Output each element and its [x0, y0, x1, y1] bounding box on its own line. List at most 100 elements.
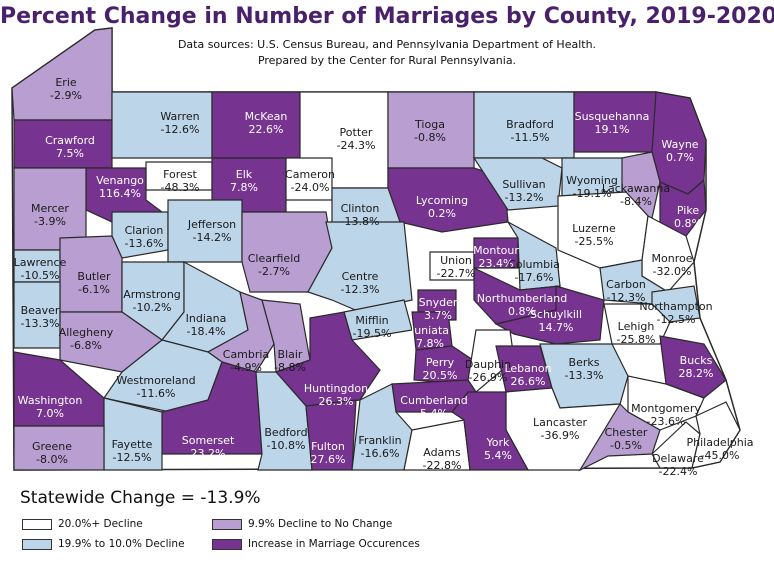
county-value-berks: -13.3% [565, 369, 604, 382]
county-value-schuylkill: 14.7% [539, 321, 574, 334]
county-name-philadelphia: Philadelphia [686, 436, 753, 449]
county-value-indiana: -18.4% [187, 325, 226, 338]
county-value-centre: -12.3% [341, 283, 380, 296]
county-name-northampton: Northampton [639, 300, 712, 313]
county-name-potter: Potter [340, 126, 373, 139]
county-greene [13, 425, 105, 471]
county-name-fulton: Fulton [311, 440, 345, 453]
county-value-columbia: -17.6% [515, 271, 554, 284]
county-name-adams: Adams [423, 446, 461, 459]
county-name-fayette: Fayette [112, 438, 153, 451]
county-value-butler: -6.1% [78, 283, 110, 296]
county-name-mercer: Mercer [31, 202, 69, 215]
county-value-lancaster: -36.9% [541, 429, 580, 442]
county-name-lancaster: Lancaster [533, 416, 587, 429]
county-name-greene: Greene [32, 440, 72, 453]
county-value-bucks: 28.2% [679, 367, 714, 380]
county-value-washington: 7.0% [36, 407, 64, 420]
county-value-delaware: -22.4% [659, 465, 698, 478]
county-name-wayne: Wayne [661, 138, 698, 151]
county-name-crawford: Crawford [45, 134, 95, 147]
county-value-sullivan: -13.2% [505, 191, 544, 204]
county-name-bucks: Bucks [680, 354, 713, 367]
county-value-northampton: -12.5% [657, 313, 696, 326]
county-value-warren: -12.6% [161, 123, 200, 136]
county-value-potter: -24.3% [337, 139, 376, 152]
county-name-huntingdon: Huntingdon [304, 382, 368, 395]
data-sources-note: Data sources: U.S. Census Bureau, and Pe… [177, 38, 597, 51]
county-value-forest: -48.3% [161, 181, 200, 194]
county-name-cambria: Cambria [223, 348, 269, 361]
county-sullivan [472, 157, 563, 211]
statewide-change: Statewide Change = -13.9% [20, 488, 261, 508]
legend-label: Increase in Marriage Occurences [248, 538, 420, 550]
county-value-montgomery: -23.6% [647, 415, 686, 428]
county-name-clearfield: Clearfield [248, 252, 301, 265]
county-name-chester: Chester [605, 426, 648, 439]
county-value-cambria: -4.9% [230, 361, 262, 374]
county-erie [11, 27, 113, 121]
county-value-franklin: -16.6% [361, 447, 400, 460]
county-name-centre: Centre [342, 270, 379, 283]
county-name-warren: Warren [160, 110, 199, 123]
county-value-susquehanna: 19.1% [595, 123, 630, 136]
county-value-wayne: 0.7% [666, 151, 694, 164]
county-value-erie: -2.9% [50, 89, 82, 102]
county-value-cameron: -24.0% [291, 181, 330, 194]
legend-item-increase: Increase in Marriage Occurences [212, 538, 420, 550]
county-value-york: 5.4% [484, 449, 512, 462]
map-title: Percent Change in Number of Marriages by… [0, 4, 774, 29]
county-name-blair: Blair [278, 348, 303, 361]
county-name-york: York [486, 436, 511, 449]
county-value-lawrence: -10.5% [21, 269, 60, 282]
county-value-westmoreland: -11.6% [137, 387, 176, 400]
county-name-perry: Perry [426, 356, 455, 369]
county-name-juniata: Juniata [410, 324, 449, 337]
county-value-beaver: -13.3% [21, 317, 60, 330]
county-philadelphia [691, 401, 741, 469]
county-name-snyder: Snyder [419, 296, 458, 309]
county-name-lehigh: Lehigh [618, 320, 655, 333]
legend-label: 20.0%+ Decline [58, 518, 143, 530]
county-name-jefferson: Jefferson [187, 218, 236, 231]
county-value-mercer: -3.9% [34, 215, 66, 228]
county-name-cumberland: Cumberland [400, 394, 467, 407]
county-value-clarion: -13.6% [125, 237, 164, 250]
county-value-fayette: -12.5% [113, 451, 152, 464]
county-value-dauphin: -26.9% [469, 371, 508, 384]
county-name-beaver: Beaver [21, 304, 60, 317]
county-value-mifflin: -19.5% [353, 327, 392, 340]
county-value-crawford: 7.5% [56, 147, 84, 160]
county-value-fulton: 27.6% [311, 453, 346, 466]
county-name-lackawanna: Lackawanna [602, 182, 670, 195]
county-name-berks: Berks [569, 356, 600, 369]
county-value-somerset: 23.2% [191, 447, 226, 460]
county-montour [473, 237, 519, 269]
county-name-clarion: Clarion [125, 224, 164, 237]
county-value-lebanon: 26.6% [511, 375, 546, 388]
county-value-carbon: -12.3% [607, 291, 646, 304]
county-name-susquehanna: Susquehanna [575, 110, 650, 123]
legend-swatch-increase [212, 538, 242, 550]
county-name-forest: Forest [163, 168, 197, 181]
county-name-union: Union [440, 254, 472, 267]
county-schuylkill [494, 285, 605, 345]
county-name-schuylkill: Schuylkill [530, 308, 582, 321]
county-name-westmoreland: Westmoreland [116, 374, 195, 387]
county-name-butler: Butler [77, 270, 111, 283]
county-name-cameron: Cameron [285, 168, 335, 181]
legend-swatch-decline20 [22, 518, 52, 530]
county-name-delaware: Delaware [652, 452, 704, 465]
county-value-bedford: -10.8% [267, 439, 306, 452]
county-value-armstrong: -10.2% [133, 301, 172, 314]
county-name-bradford: Bradford [506, 118, 554, 131]
county-value-luzerne: -25.5% [575, 235, 614, 248]
county-value-lycoming: 0.2% [428, 207, 456, 220]
county-value-northumberland: 0.8% [508, 305, 536, 318]
county-lehigh [603, 303, 671, 345]
county-lycoming [387, 167, 509, 233]
county-value-venango: 116.4% [99, 187, 141, 200]
county-name-mifflin: Mifflin [355, 314, 388, 327]
county-value-union: -22.7% [437, 267, 476, 280]
county-value-jefferson: -14.2% [193, 231, 232, 244]
